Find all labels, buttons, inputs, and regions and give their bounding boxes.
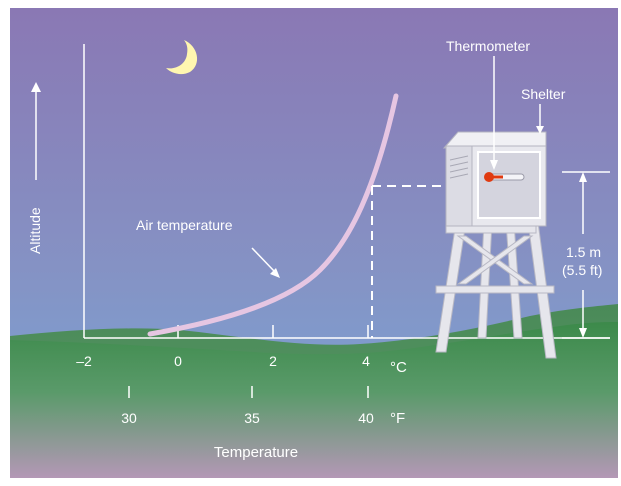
weather-shelter <box>442 131 547 227</box>
air-temperature-label: Air temperature <box>136 217 233 233</box>
thermometer-label: Thermometer <box>446 38 530 54</box>
celsius-tick-label: 4 <box>362 353 370 369</box>
celsius-unit-label: °C <box>390 359 407 376</box>
altitude-arrow-head <box>31 82 41 92</box>
shelter-pointer-head <box>536 126 544 134</box>
thermometer-icon <box>484 172 525 182</box>
height-imperial-label: (5.5 ft) <box>562 262 602 278</box>
fahrenheit-unit-label: °F <box>390 410 405 427</box>
celsius-tick-label: 2 <box>269 353 277 369</box>
height-arrow-down <box>579 328 587 338</box>
shelter-label: Shelter <box>521 86 566 102</box>
fahrenheit-tick-label: 35 <box>244 410 260 426</box>
fahrenheit-tick-label: 30 <box>121 410 137 426</box>
fahrenheit-tick-label: 40 <box>358 410 374 426</box>
air-temperature-pointer-line <box>251 247 276 273</box>
height-arrow-up <box>579 172 587 182</box>
celsius-tick-label: 0 <box>174 353 182 369</box>
temperature-axis-title: Temperature <box>214 444 298 461</box>
thermometer-pointer-head <box>490 160 498 170</box>
height-metric-label: 1.5 m <box>566 244 601 260</box>
shelter-stand <box>435 221 557 359</box>
ground <box>10 322 618 478</box>
altitude-label: Altitude <box>27 207 43 254</box>
air-temperature-curve <box>147 93 399 337</box>
air-temperature-pointer-head <box>270 268 280 278</box>
shelter-side-shade <box>445 145 473 227</box>
celsius-tick-label: –2 <box>76 353 92 369</box>
moon-icon <box>166 40 198 75</box>
shelter-window <box>477 151 541 219</box>
